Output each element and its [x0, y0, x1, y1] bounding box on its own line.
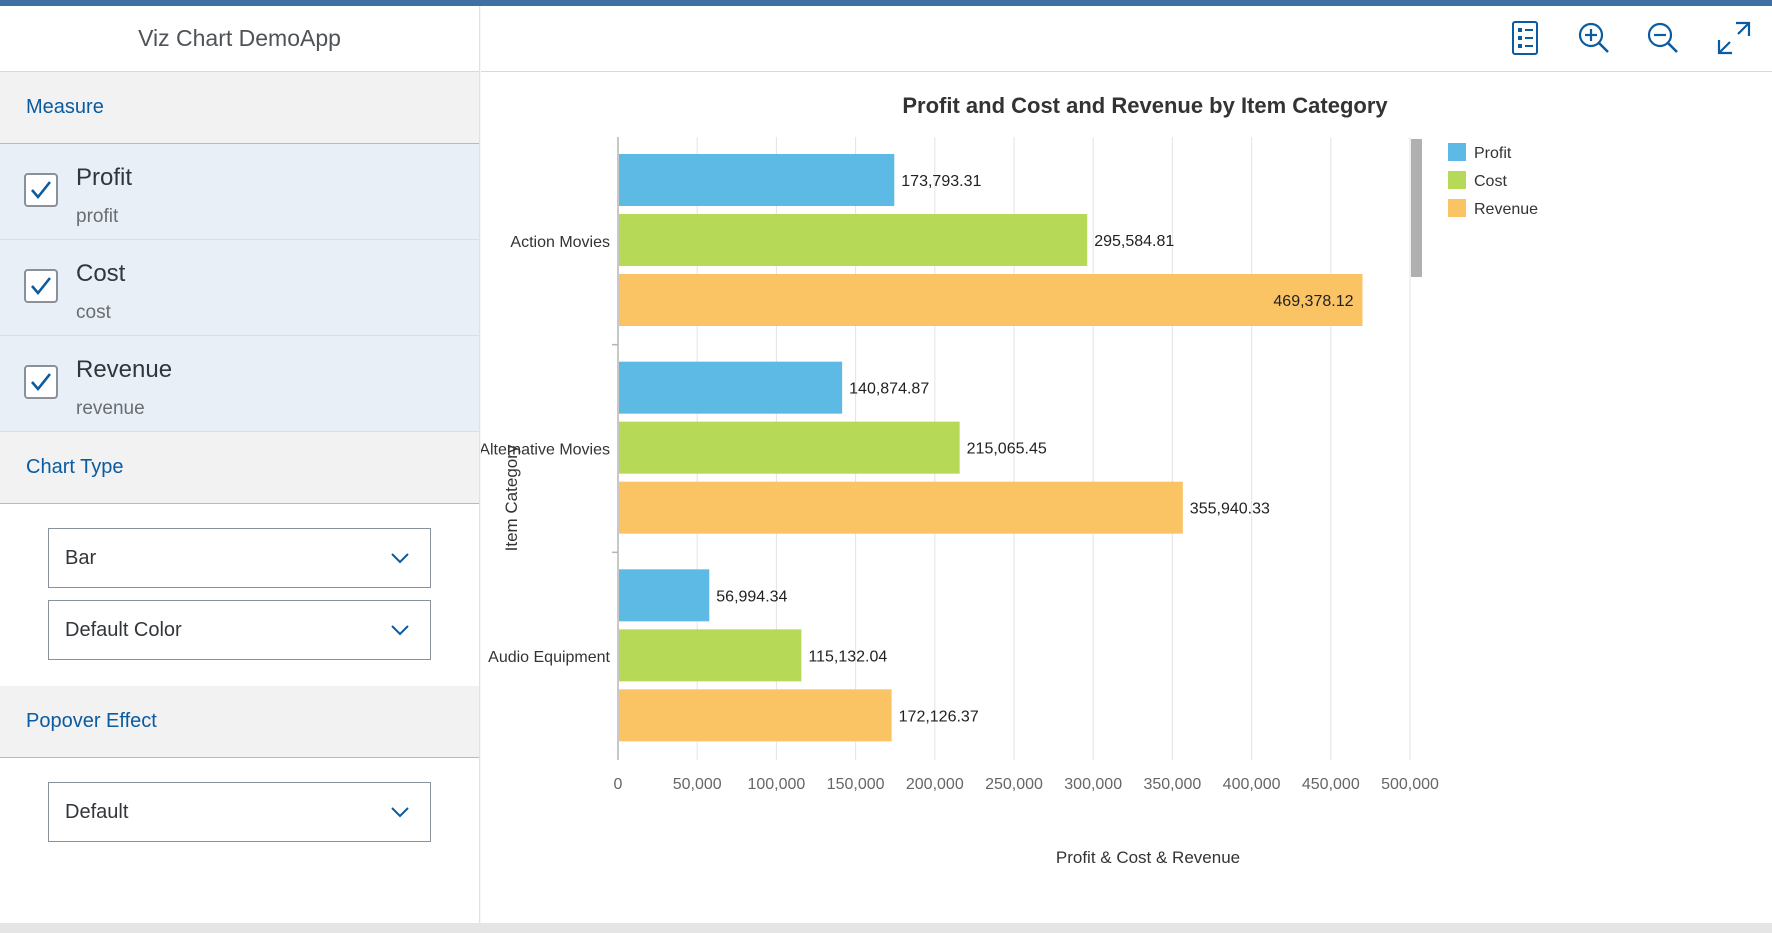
x-tick-label: 350,000 — [1143, 776, 1201, 793]
x-tick-label: 400,000 — [1223, 776, 1281, 793]
x-tick-label: 150,000 — [827, 776, 885, 793]
bar-cost[interactable] — [619, 214, 1088, 266]
x-axis-label: Profit & Cost & Revenue — [1056, 848, 1240, 867]
chart-area: Profit and Cost and Revenue by Item Cate… — [479, 73, 1772, 923]
checkmark-icon — [31, 277, 52, 296]
measure-label: Revenue — [76, 356, 173, 383]
legend-toggle-icon — [1512, 21, 1538, 55]
bar-revenue[interactable] — [619, 481, 1183, 534]
y-axis-label: Item Category — [502, 444, 521, 551]
x-tick-label: 250,000 — [985, 776, 1043, 793]
bar-chart: Profit and Cost and Revenue by Item Cate… — [479, 93, 1538, 867]
fullscreen-button[interactable] — [1714, 18, 1754, 58]
color-value: Default Color — [65, 618, 182, 641]
settings-panel: Viz Chart DemoApp Measure Profit profit … — [0, 6, 480, 928]
x-tick-label: 200,000 — [906, 776, 964, 793]
popover-section-header[interactable]: Popover Effect — [0, 686, 479, 758]
category-label: Action Movies — [510, 234, 610, 251]
zoom-in-icon — [1578, 22, 1609, 53]
chart-toolbar — [481, 6, 1772, 72]
zoom-out-icon — [1647, 22, 1678, 53]
popover-select[interactable]: Default — [48, 782, 431, 842]
chart-title: Profit and Cost and Revenue by Item Cate… — [902, 93, 1388, 118]
x-tick-label: 100,000 — [747, 776, 805, 793]
bar-cost[interactable] — [619, 629, 802, 682]
chevron-down-icon — [391, 807, 409, 818]
measure-section-header[interactable]: Measure — [0, 72, 479, 144]
measure-sub-label: profit — [76, 206, 119, 227]
x-tick-label: 500,000 — [1381, 776, 1439, 793]
x-tick-label: 0 — [614, 776, 623, 793]
app-title: Viz Chart DemoApp — [0, 6, 479, 72]
checkmark-icon — [31, 181, 52, 200]
category-label: Audio Equipment — [488, 649, 610, 666]
legend-label[interactable]: Profit — [1474, 145, 1512, 162]
bar-profit[interactable] — [619, 569, 710, 622]
data-label: 469,378.12 — [1273, 293, 1353, 310]
measure-sub-label: cost — [76, 302, 111, 323]
chevron-down-icon — [391, 625, 409, 636]
cost-checkbox[interactable] — [24, 269, 58, 303]
data-label: 140,874.87 — [849, 381, 929, 398]
popover-value: Default — [65, 800, 129, 823]
data-label: 172,126.37 — [899, 708, 979, 725]
color-select[interactable]: Default Color — [48, 600, 431, 660]
legend-swatch — [1448, 199, 1466, 217]
fullscreen-icon — [1717, 21, 1751, 55]
popover-controls: Default — [0, 758, 479, 928]
data-label: 355,940.33 — [1190, 501, 1270, 518]
chart-panel: Profit and Cost and Revenue by Item Cate… — [479, 6, 1772, 923]
legend-label[interactable]: Cost — [1474, 173, 1507, 190]
chart-type-section-header[interactable]: Chart Type — [0, 432, 479, 504]
revenue-checkbox[interactable] — [24, 365, 58, 399]
legend-swatch — [1448, 143, 1466, 161]
measure-label: Profit — [76, 164, 133, 191]
data-label: 215,065.45 — [967, 441, 1047, 458]
bar-profit[interactable] — [619, 361, 843, 414]
x-tick-label: 50,000 — [673, 776, 722, 793]
category-label: Alternative Movies — [481, 442, 610, 459]
x-tick-label: 300,000 — [1064, 776, 1122, 793]
profit-checkbox[interactable] — [24, 173, 58, 207]
chevron-down-icon — [391, 553, 409, 564]
zoom-in-button[interactable] — [1574, 18, 1614, 58]
measure-item-cost[interactable]: Cost cost — [0, 240, 479, 336]
bar-revenue[interactable] — [619, 689, 892, 742]
top-accent-bar — [0, 0, 1772, 6]
chart-type-controls: Bar Default Color — [0, 504, 479, 686]
legend-scrollbar[interactable] — [1411, 139, 1422, 277]
measure-label: Cost — [76, 260, 126, 287]
bar-cost[interactable] — [619, 421, 960, 474]
legend-label[interactable]: Revenue — [1474, 201, 1538, 218]
zoom-out-button[interactable] — [1643, 18, 1683, 58]
data-label: 173,793.31 — [901, 173, 981, 190]
chart-type-select[interactable]: Bar — [48, 528, 431, 588]
measure-sub-label: revenue — [76, 398, 145, 419]
measure-item-profit[interactable]: Profit profit — [0, 144, 479, 240]
x-tick-label: 450,000 — [1302, 776, 1360, 793]
data-label: 295,584.81 — [1094, 233, 1174, 250]
bar-revenue[interactable] — [619, 274, 1363, 326]
data-label: 56,994.34 — [716, 588, 787, 605]
bar-profit[interactable] — [619, 154, 895, 206]
checkmark-icon — [31, 373, 52, 392]
data-label: 115,132.04 — [808, 648, 887, 665]
bottom-bar — [0, 923, 1772, 933]
legend-swatch — [1448, 171, 1466, 189]
legend-toggle-button[interactable] — [1505, 18, 1545, 58]
chart-type-value: Bar — [65, 546, 97, 569]
measure-item-revenue[interactable]: Revenue revenue — [0, 336, 479, 432]
